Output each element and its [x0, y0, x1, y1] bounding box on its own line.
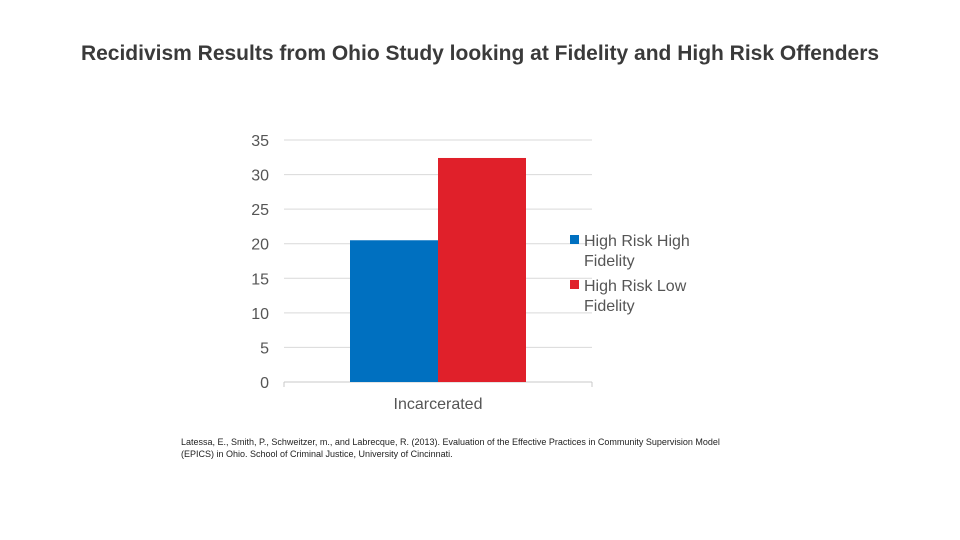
- y-tick-label: 10: [251, 306, 269, 323]
- x-category-label: Incarcerated: [394, 396, 483, 413]
- legend: High Risk High Fidelity High Risk Low Fidel…: [570, 233, 690, 315]
- y-tick-label: 15: [251, 271, 269, 288]
- legend-label: High Risk High Fidelity: [584, 233, 690, 270]
- y-axis-ticks: 0 5 10 15 20 25 30 35: [251, 133, 269, 392]
- legend-label: High Risk Low Fidelity: [584, 278, 687, 315]
- y-tick-label: 0: [260, 375, 269, 392]
- y-tick-label: 25: [251, 202, 269, 219]
- y-tick-label: 5: [260, 340, 269, 357]
- legend-swatch: [570, 235, 579, 244]
- y-tick-label: 20: [251, 237, 269, 254]
- legend-swatch: [570, 280, 579, 289]
- citation: Latessa, E., Smith, P., Schweitzer, m., …: [181, 437, 720, 459]
- y-tick-label: 30: [251, 168, 269, 185]
- bar-high-risk-low-fidelity: [438, 157, 526, 382]
- y-tick-label: 35: [251, 133, 269, 150]
- slide-title: Recidivism Results from Ohio Study looki…: [80, 42, 880, 65]
- bar-high-risk-high-fidelity: [350, 240, 438, 382]
- x-axis-labels: Incarcerated: [394, 396, 483, 413]
- bars: [350, 157, 526, 382]
